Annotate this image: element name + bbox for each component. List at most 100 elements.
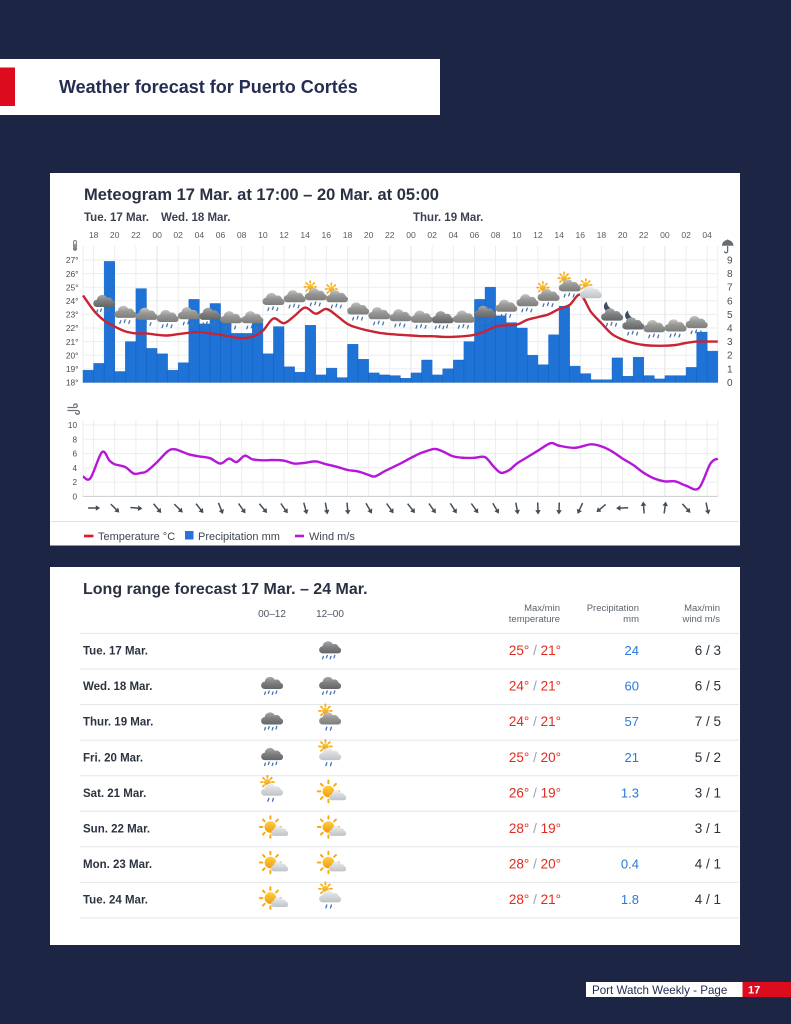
svg-text:temperature: temperature [509, 614, 560, 625]
svg-text:02: 02 [427, 230, 437, 240]
svg-text:08: 08 [491, 230, 501, 240]
svg-text:5 / 2: 5 / 2 [695, 750, 721, 765]
svg-text:1.3: 1.3 [621, 785, 639, 800]
svg-text:18: 18 [597, 230, 607, 240]
svg-text:26°: 26° [66, 269, 79, 279]
svg-text:8: 8 [727, 269, 733, 280]
svg-text:Temperature °C: Temperature °C [98, 531, 175, 543]
svg-text:24: 24 [625, 643, 639, 658]
svg-text:6 / 3: 6 / 3 [695, 643, 721, 658]
svg-text:Port Watch Weekly - Page: Port Watch Weekly - Page [592, 984, 727, 997]
svg-text:00: 00 [152, 230, 162, 240]
svg-text:7 / 5: 7 / 5 [695, 714, 721, 729]
svg-text:04: 04 [702, 230, 712, 240]
svg-text:12: 12 [533, 230, 543, 240]
svg-text:10: 10 [68, 421, 78, 430]
svg-text:12: 12 [279, 230, 289, 240]
svg-text:19°: 19° [66, 364, 79, 374]
svg-text:7: 7 [727, 283, 733, 294]
svg-text:Thur. 19 Mar.: Thur. 19 Mar. [413, 212, 483, 224]
svg-text:3 / 1: 3 / 1 [695, 785, 721, 800]
svg-text:wind m/s: wind m/s [682, 614, 721, 625]
svg-text:00: 00 [406, 230, 416, 240]
svg-text:20: 20 [618, 230, 628, 240]
svg-text:0: 0 [727, 378, 733, 389]
svg-text:14: 14 [300, 230, 310, 240]
svg-text:Max/min: Max/min [524, 603, 560, 614]
svg-text:Thur. 19 Mar.: Thur. 19 Mar. [83, 717, 153, 729]
svg-text:00: 00 [660, 230, 670, 240]
svg-text:8: 8 [72, 435, 77, 444]
svg-text:4: 4 [72, 464, 77, 473]
svg-text:Wind m/s: Wind m/s [309, 531, 355, 543]
svg-text:22: 22 [131, 230, 141, 240]
svg-text:2: 2 [72, 478, 77, 487]
svg-text:Meteogram 17 Mar. at 17:00 – 2: Meteogram 17 Mar. at 17:00 – 20 Mar. at … [84, 186, 439, 204]
svg-text:16: 16 [576, 230, 586, 240]
svg-text:24° / 21°: 24° / 21° [509, 679, 561, 694]
svg-text:22°: 22° [66, 323, 79, 333]
svg-text:Weather forecast for Puerto Co: Weather forecast for Puerto Cortés [59, 77, 358, 97]
svg-text:2: 2 [727, 351, 733, 362]
svg-text:22: 22 [385, 230, 395, 240]
svg-text:Precipitation: Precipitation [587, 603, 639, 614]
svg-text:57: 57 [625, 714, 639, 729]
svg-text:4 / 1: 4 / 1 [695, 857, 721, 872]
svg-text:1.8: 1.8 [621, 892, 639, 907]
svg-text:24°: 24° [66, 296, 79, 306]
svg-text:3 / 1: 3 / 1 [695, 821, 721, 836]
svg-text:27°: 27° [66, 255, 79, 265]
svg-text:22: 22 [639, 230, 649, 240]
svg-text:06: 06 [216, 230, 226, 240]
svg-text:4 / 1: 4 / 1 [695, 892, 721, 907]
svg-text:14: 14 [554, 230, 564, 240]
svg-text:6: 6 [72, 450, 77, 459]
svg-text:04: 04 [449, 230, 459, 240]
svg-text:20°: 20° [66, 350, 79, 360]
svg-text:mm: mm [623, 614, 639, 625]
svg-text:6: 6 [727, 296, 733, 307]
svg-text:4: 4 [727, 324, 733, 335]
svg-text:18: 18 [89, 230, 99, 240]
svg-text:6 / 5: 6 / 5 [695, 679, 721, 694]
svg-text:28° / 19°: 28° / 19° [509, 821, 561, 836]
svg-text:Wed. 18 Mar.: Wed. 18 Mar. [161, 212, 230, 224]
svg-text:21°: 21° [66, 337, 79, 347]
svg-text:5: 5 [727, 310, 733, 321]
svg-text:17: 17 [748, 985, 760, 997]
svg-text:0: 0 [72, 492, 77, 501]
svg-text:Fri. 20 Mar.: Fri. 20 Mar. [83, 752, 143, 764]
svg-text:9: 9 [727, 256, 733, 267]
svg-text:10: 10 [512, 230, 522, 240]
svg-text:21: 21 [625, 750, 639, 765]
svg-text:20: 20 [110, 230, 120, 240]
svg-text:25°: 25° [66, 282, 79, 292]
svg-text:Wed. 18 Mar.: Wed. 18 Mar. [83, 681, 152, 693]
svg-text:10: 10 [258, 230, 268, 240]
svg-text:28° / 21°: 28° / 21° [509, 892, 561, 907]
svg-text:Mon. 23 Mar.: Mon. 23 Mar. [83, 859, 152, 871]
svg-text:18: 18 [343, 230, 353, 240]
svg-text:Long range forecast 17 Mar. –: Long range forecast 17 Mar. – 24 Mar. [83, 581, 368, 598]
svg-text:23°: 23° [66, 310, 79, 320]
svg-text:3: 3 [727, 337, 733, 348]
svg-text:Sat. 21 Mar.: Sat. 21 Mar. [83, 788, 146, 800]
svg-text:0.4: 0.4 [621, 857, 639, 872]
svg-text:18°: 18° [66, 378, 79, 388]
svg-text:02: 02 [681, 230, 691, 240]
svg-text:04: 04 [195, 230, 205, 240]
svg-text:08: 08 [237, 230, 247, 240]
svg-text:Tue. 17 Mar.: Tue. 17 Mar. [84, 212, 149, 224]
svg-text:12–00: 12–00 [316, 609, 344, 620]
svg-text:25° / 21°: 25° / 21° [509, 643, 561, 658]
svg-text:06: 06 [470, 230, 480, 240]
svg-text:25° / 20°: 25° / 20° [509, 750, 561, 765]
svg-text:24° / 21°: 24° / 21° [509, 714, 561, 729]
svg-text:02: 02 [173, 230, 183, 240]
svg-text:Tue. 17 Mar.: Tue. 17 Mar. [83, 646, 148, 658]
svg-text:Precipitation mm: Precipitation mm [198, 531, 280, 543]
svg-text:26° / 19°: 26° / 19° [509, 785, 561, 800]
svg-text:16: 16 [322, 230, 332, 240]
svg-text:20: 20 [364, 230, 374, 240]
svg-text:60: 60 [625, 679, 639, 694]
